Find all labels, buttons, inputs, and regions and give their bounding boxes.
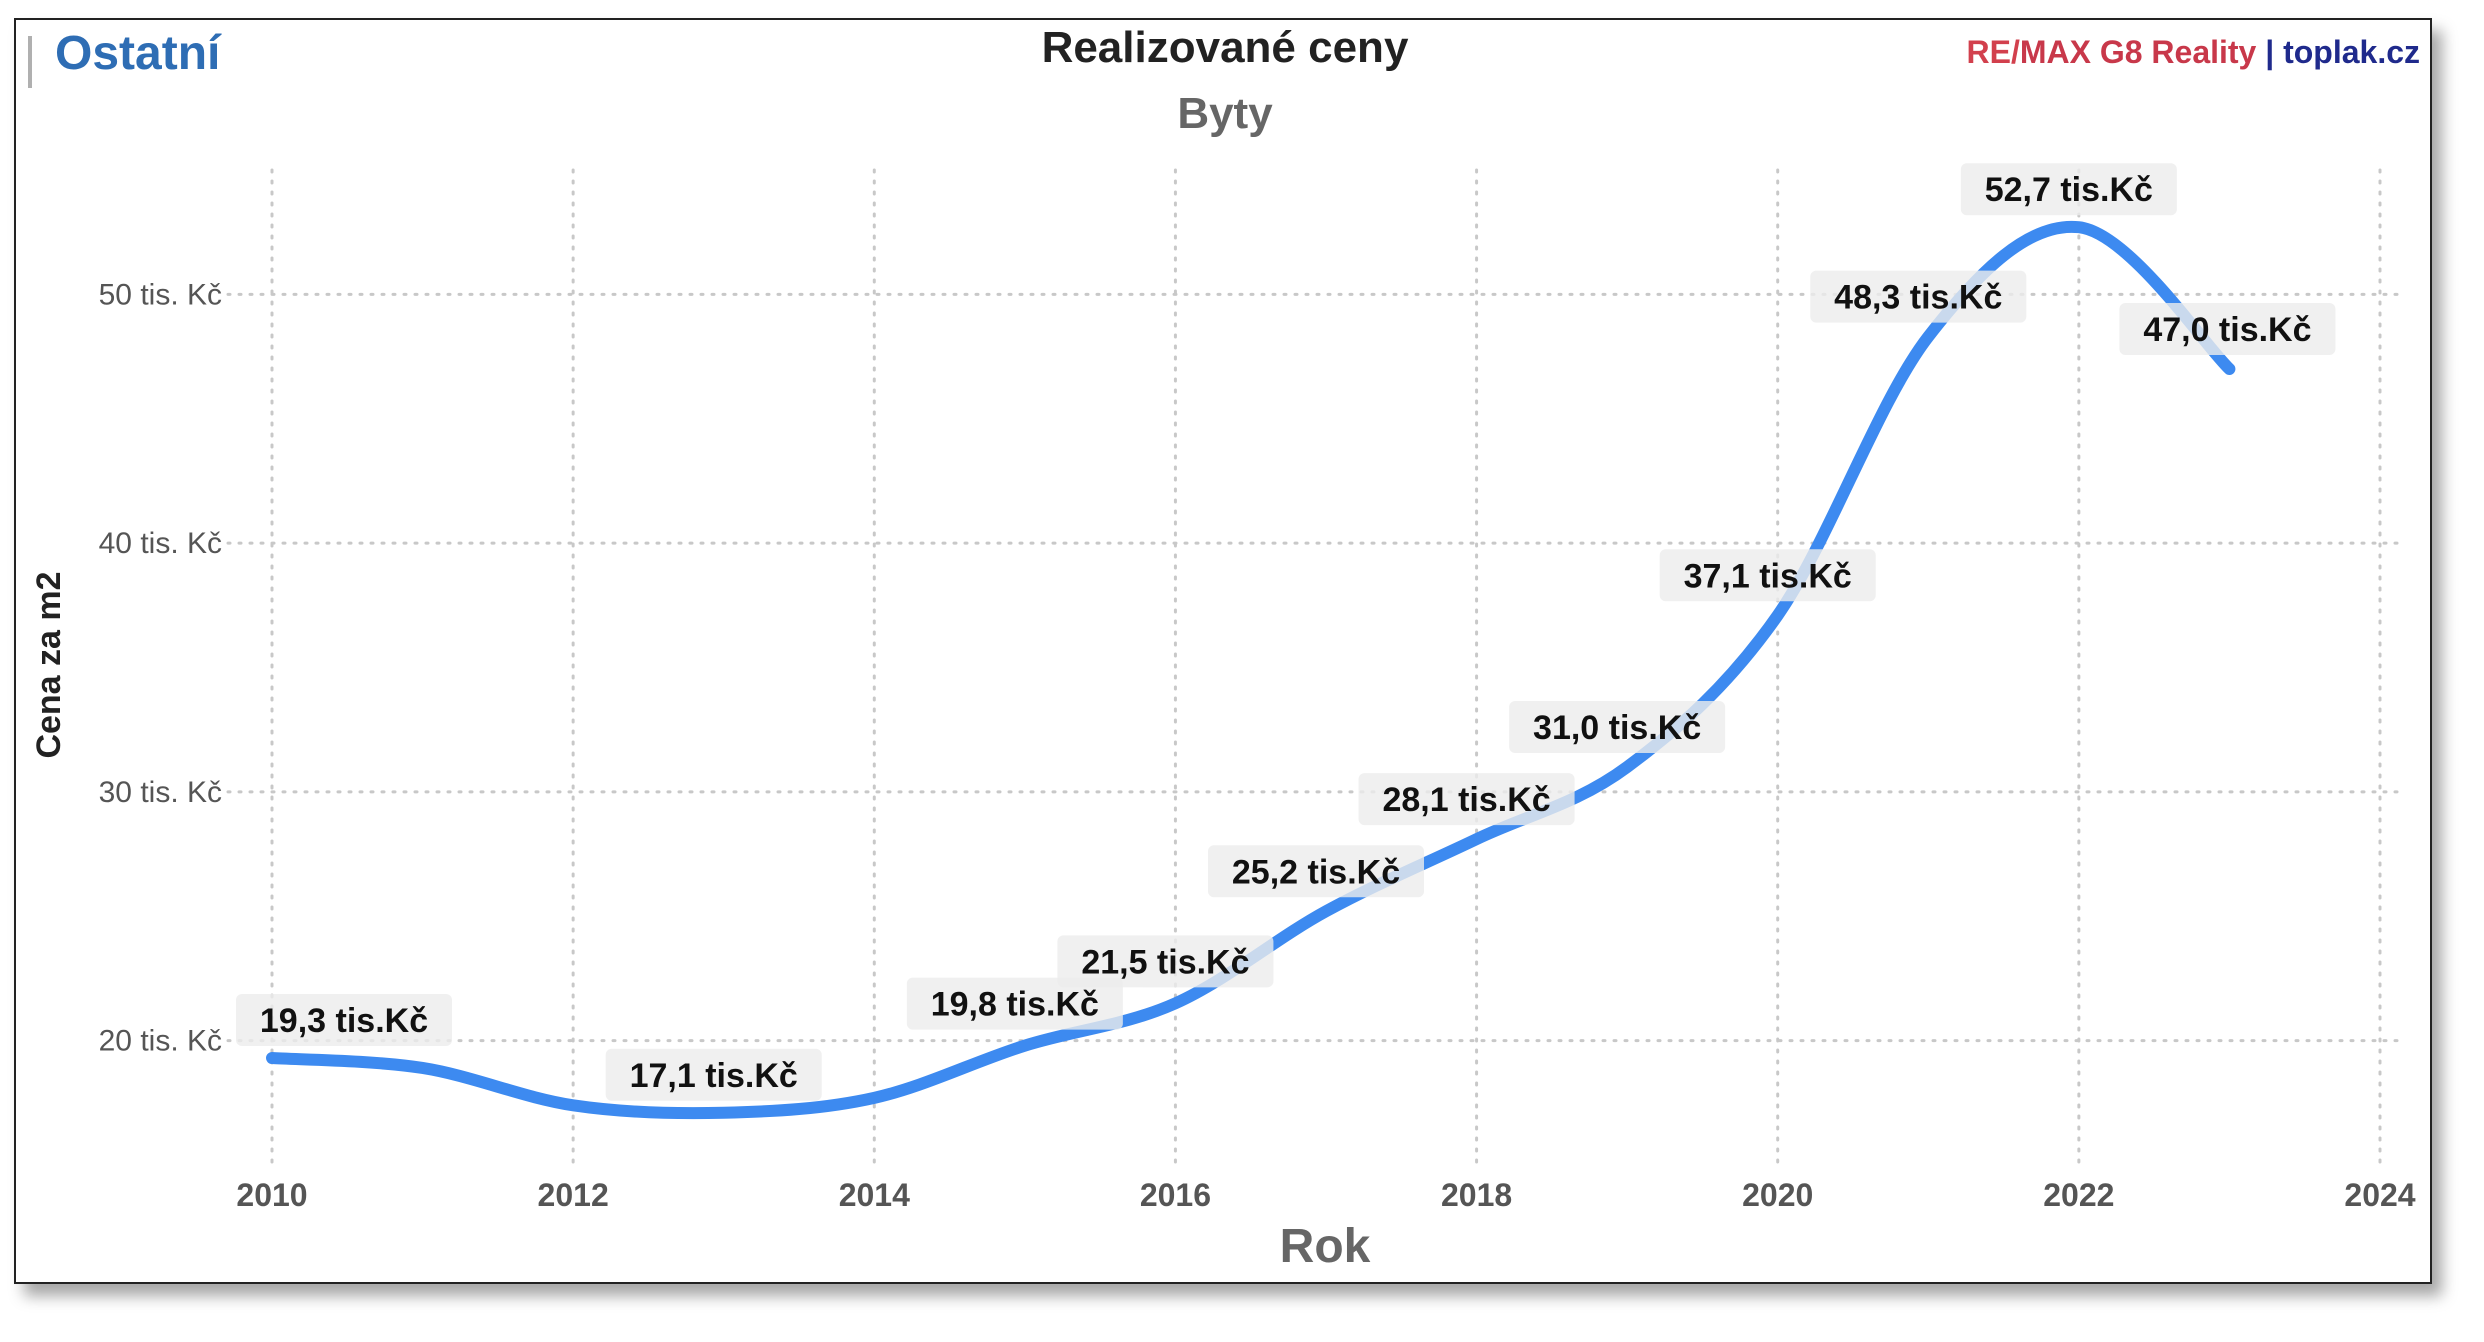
data-label-text: 31,0 tis.Kč [1533,709,1701,747]
data-label: 17,1 tis.Kč [605,1048,822,1101]
series-line [266,220,2236,1120]
data-label: 52,7 tis.Kč [1960,163,2177,216]
data-label-box [1960,163,2177,216]
data-label-text: 37,1 tis.Kč [1684,557,1852,595]
chart-subtitle: Byty [1177,89,1273,138]
y-tick-label: 20 tis. Kč [99,1025,222,1058]
x-tick-label: 2022 [2043,1177,2114,1213]
brand-separator: | [2256,34,2284,70]
data-label: 28,1 tis.Kč [1358,773,1575,826]
data-label-text: 17,1 tis.Kč [630,1057,798,1095]
data-label-box [1810,270,2027,323]
x-tick-label: 2016 [1140,1177,1211,1213]
data-label-text: 52,7 tis.Kč [1985,171,2153,209]
x-tick-label: 2024 [2344,1177,2415,1213]
data-label-box [1509,701,1726,753]
data-label-box [1208,845,1424,898]
data-label: 37,1 tis.Kč [1659,549,1876,602]
data-label: 25,2 tis.Kč [1208,845,1424,898]
section-accent-bar [28,36,32,88]
section-title: Ostatní [55,27,221,80]
data-label-box [1659,549,1876,602]
x-axis-label: Rok [1280,1220,1371,1273]
brand-credit: RE/MAX G8 Reality | toplak.cz [1966,34,2420,71]
data-label-text: 28,1 tis.Kč [1382,781,1550,819]
chart-title: Realizované ceny [1042,23,1409,72]
data-labels: 19,3 tis.Kč 17,1 tis.Kč 19,8 tis.Kč 21,5 ti… [236,163,2336,1101]
data-label-box [2119,303,2336,355]
data-label: 19,8 tis.Kč [906,977,1123,1030]
y-tick-label: 30 tis. Kč [99,776,222,809]
data-label-text: 21,5 tis.Kč [1081,943,1249,981]
y-axis-label: Cena za m2 [30,571,68,758]
data-label-text: 47,0 tis.Kč [2143,311,2311,349]
data-label: 47,0 tis.Kč [2119,303,2336,355]
grid-lines [226,168,2402,1167]
data-label-box [236,994,452,1047]
data-label: 48,3 tis.Kč [1810,270,2027,323]
data-label: 31,0 tis.Kč [1509,701,1726,753]
data-label-box [605,1048,822,1101]
data-label-text: 48,3 tis.Kč [1834,279,2002,317]
x-tick-label: 2018 [1441,1177,1512,1213]
brand-link[interactable]: toplak.cz [2283,34,2420,70]
data-label-box [1057,935,1274,988]
data-label: 21,5 tis.Kč [1057,935,1274,988]
data-label-box [906,977,1123,1030]
x-tick-label: 2010 [236,1177,307,1213]
x-tick-label: 2012 [538,1177,609,1213]
data-label-text: 25,2 tis.Kč [1232,853,1400,891]
brand-part2: MAX G8 Reality [2019,34,2257,70]
x-tick-label: 2014 [839,1177,910,1213]
y-tick-label: 40 tis. Kč [99,527,222,560]
data-label-box [1358,773,1575,826]
data-label-text: 19,8 tis.Kč [931,986,1099,1024]
brand-part1: RE/ [1966,34,2020,70]
data-label-text: 19,3 tis.Kč [260,1002,428,1040]
x-axis-ticks: 2010 2012 2014 2016 2018 2020 2022 2024 [236,1177,2415,1213]
y-axis-ticks: 20 tis. Kč 30 tis. Kč 40 tis. Kč 50 tis. Kč [99,278,222,1057]
y-tick-label: 50 tis. Kč [99,278,222,311]
x-tick-label: 2020 [1742,1177,1813,1213]
data-label: 19,3 tis.Kč [236,994,452,1047]
